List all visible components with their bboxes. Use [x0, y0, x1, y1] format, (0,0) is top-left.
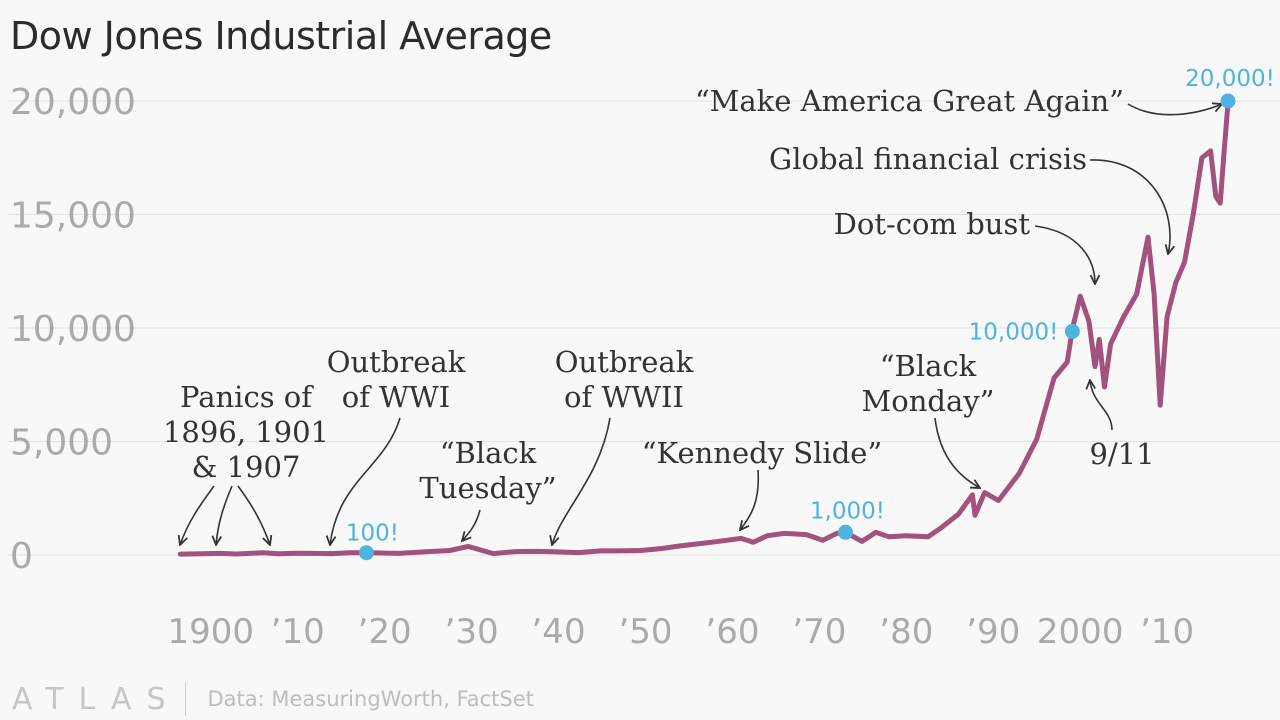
footer-divider: [184, 682, 186, 716]
annotation-line: 9/11: [1089, 437, 1154, 471]
annotation-dot-com-bust: Dot-com bust: [834, 207, 1031, 241]
milestone-dot-100: [358, 545, 374, 561]
annotation-9-11: 9/11: [1089, 437, 1154, 471]
x-tick-label: ’40: [532, 612, 586, 652]
annotation-line: Dot-com bust: [834, 207, 1031, 241]
page-title: Dow Jones Industrial Average: [10, 14, 552, 58]
arrow-panic-1896: [180, 485, 215, 545]
x-tick-label: ’90: [966, 612, 1020, 652]
annotation-make-america-great-again: “Make America Great Again”: [695, 84, 1124, 118]
annotation-line: Tuesday”: [419, 471, 556, 505]
x-tick-label: ’10: [1140, 612, 1194, 652]
y-tick-label: 5,000: [10, 423, 113, 464]
annotation-line: Outbreak: [555, 345, 694, 379]
annotation-line: Monday”: [862, 384, 995, 418]
y-tick-label: 10,000: [10, 309, 136, 350]
x-tick-label: 2000: [1037, 612, 1124, 652]
y-tick-label: 15,000: [10, 196, 136, 237]
y-tick-label: 20,000: [10, 82, 136, 123]
footer: ATLAS Data: MeasuringWorth, FactSet: [0, 678, 1280, 720]
annotation-line: Panics of: [180, 380, 314, 414]
annotation-black-tuesday: “Black Tuesday”: [419, 436, 556, 505]
milestone-label-1-000: 1,000!: [810, 498, 885, 524]
atlas-logo: ATLAS: [12, 681, 181, 717]
annotation-line: of WWII: [564, 380, 684, 414]
arrow-kennedy-slide: [740, 469, 760, 530]
x-tick-label: 1900: [168, 612, 255, 652]
dow-jones-series-line: [177, 100, 1231, 557]
x-tick-label: ’20: [358, 612, 412, 652]
milestone-dot-1-000: [837, 524, 853, 540]
x-tick-label: ’60: [705, 612, 759, 652]
x-tick-label: ’10: [271, 612, 325, 652]
milestone-label-10-000: 10,000!: [969, 319, 1059, 345]
annotation-line: “Make America Great Again”: [695, 84, 1124, 118]
milestone-label-100: 100!: [346, 521, 399, 547]
annotation-line: Global financial crisis: [769, 142, 1087, 176]
x-tick-label: ’50: [618, 612, 672, 652]
arrow-panic-1907: [237, 485, 270, 545]
arrow-black-monday: [934, 417, 980, 488]
arrow-9-11: [1090, 380, 1113, 431]
annotation-line: 1896, 1901: [163, 415, 329, 449]
x-tick-label: ’80: [879, 612, 933, 652]
arrow-maga: [1127, 104, 1222, 116]
annotation-line: of WWI: [342, 380, 450, 414]
data-source: Data: MeasuringWorth, FactSet: [207, 687, 534, 711]
annotation-line: Outbreak: [327, 345, 466, 379]
annotation-outbreak-of-wwii: Outbreak of WWII: [555, 345, 694, 414]
annotation-panics-of-1896-1901-1907: Panics of 1896, 1901 & 1907: [163, 380, 329, 484]
arrow-wwi: [330, 417, 401, 545]
arrow-panic-1901: [216, 485, 233, 545]
arrow-dot-com: [1034, 225, 1095, 284]
arrow-wwii: [552, 417, 611, 545]
annotation-line: & 1907: [192, 450, 301, 484]
annotation-black-monday: “Black Monday”: [862, 349, 995, 418]
milestone-dot-20-000: [1220, 93, 1236, 109]
annotation-global-financial-crisis: Global financial crisis: [769, 142, 1087, 176]
annotation-kennedy-slide: “Kennedy Slide”: [642, 436, 883, 470]
arrow-financial-crisis: [1089, 159, 1170, 254]
annotation-line: “Black: [440, 436, 537, 470]
annotation-line: “Kennedy Slide”: [642, 436, 883, 470]
dow-jones-line-chart: 1900 ’10 ’20 ’30 ’40 ’50 ’60 ’70 ’80 ’90 2000 ’10 1…: [8, 66, 1280, 652]
x-tick-label: ’30: [445, 612, 499, 652]
y-tick-label: 0: [10, 536, 33, 577]
x-tick-label: ’70: [792, 612, 846, 652]
milestone-dot-10-000: [1064, 323, 1080, 339]
annotation-line: “Black: [880, 349, 977, 383]
annotation-outbreak-of-wwi: Outbreak of WWI: [327, 345, 466, 414]
arrow-black-tuesday: [462, 509, 481, 541]
milestone-label-20-000: 20,000!: [1185, 66, 1275, 92]
